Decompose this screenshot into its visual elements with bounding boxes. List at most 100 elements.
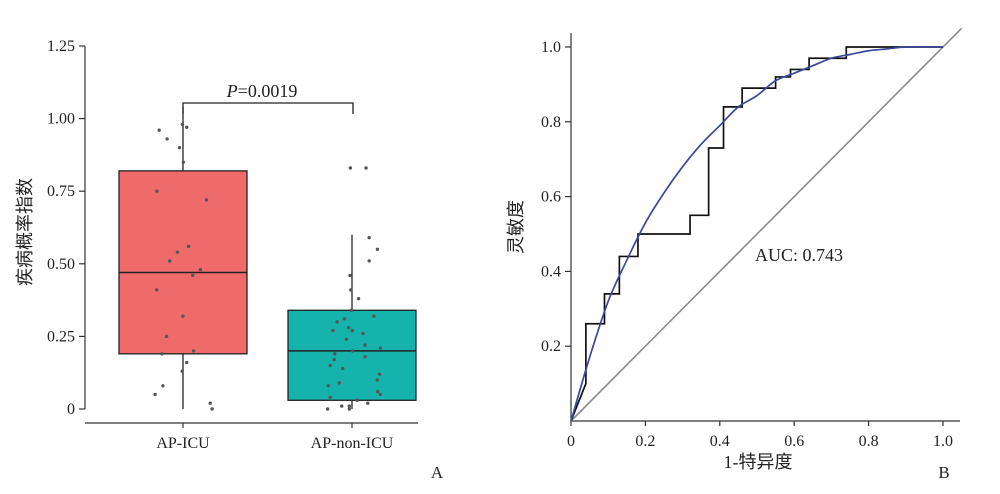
data-point xyxy=(341,366,345,371)
data-point xyxy=(347,404,352,408)
roc-x-tick-label: 0.4 xyxy=(710,433,730,450)
data-point xyxy=(375,378,379,382)
roc-y-tick-label: 0.2 xyxy=(541,338,561,355)
y-tick-label: 0 xyxy=(67,401,75,418)
roc-y-tick-label: 0.8 xyxy=(541,114,561,131)
data-point xyxy=(160,352,164,356)
data-point xyxy=(191,273,195,278)
data-point xyxy=(167,259,172,263)
data-point xyxy=(367,259,371,263)
data-point xyxy=(344,337,349,342)
y-tick-group: 0 0.25 0.50 0.75 1.00 1.25 xyxy=(47,38,85,418)
data-point xyxy=(325,407,330,411)
data-point xyxy=(377,372,382,376)
roc-lines xyxy=(570,27,963,422)
data-point xyxy=(164,334,169,339)
data-point xyxy=(185,360,189,365)
data-point xyxy=(349,308,354,312)
data-point xyxy=(349,288,353,292)
data-point xyxy=(335,320,339,324)
data-point xyxy=(191,349,196,353)
roc-x-tick-label: 1.0 xyxy=(933,433,953,450)
roc-y-axis-label: 灵敏度 xyxy=(506,200,526,254)
empirical-roc-step-line xyxy=(570,46,943,422)
data-point xyxy=(175,250,180,254)
data-point xyxy=(363,355,367,359)
data-point xyxy=(328,395,332,400)
data-point xyxy=(363,343,367,347)
roc-y-tick-label: 0.4 xyxy=(541,263,561,280)
y-tick-label: 0.50 xyxy=(47,256,75,273)
roc-x-tick-group: 0 0.2 0.4 0.6 0.8 1.0 xyxy=(567,421,953,450)
data-point xyxy=(366,401,370,405)
data-point xyxy=(337,381,341,385)
y-tick-label: 1.25 xyxy=(47,38,75,55)
data-point xyxy=(355,398,359,402)
data-point xyxy=(356,296,361,301)
data-point xyxy=(181,160,186,164)
panel-label-b: B xyxy=(938,463,949,482)
data-point xyxy=(346,325,351,330)
data-point xyxy=(364,166,368,170)
data-point xyxy=(186,244,191,249)
data-point xyxy=(326,384,330,388)
roc-panel: 0.2 0.4 0.6 0.8 1.0 0 0.2 0.4 0.6 0.8 1.0 AUC: 0.… xyxy=(506,27,963,482)
roc-y-tick-group: 0.2 0.4 0.6 0.8 1.0 xyxy=(541,39,571,355)
data-point xyxy=(348,166,353,170)
box-plot-panel: 0 0.25 0.50 0.75 1.00 1.25 AP-ICU AP-non-ICU P… xyxy=(15,38,444,482)
box-group xyxy=(118,106,417,409)
fitted-roc-curve xyxy=(570,46,944,422)
data-point xyxy=(378,346,383,350)
roc-x-tick-label: 0.2 xyxy=(635,433,655,450)
data-point xyxy=(361,331,365,336)
data-point xyxy=(350,328,355,333)
y-axis-label: 疾病概率指数 xyxy=(15,178,35,286)
data-point xyxy=(180,369,184,373)
data-point xyxy=(155,288,159,292)
data-point xyxy=(342,317,347,321)
p-value: =0.0019 xyxy=(238,81,298,101)
data-point xyxy=(181,314,185,318)
data-point xyxy=(210,407,214,411)
roc-x-tick-label: 0.8 xyxy=(859,433,879,450)
data-point xyxy=(177,145,182,150)
y-tick-label: 1.00 xyxy=(47,111,75,128)
data-point xyxy=(333,352,337,356)
x-tick-group: AP-ICU AP-non-ICU xyxy=(156,423,394,452)
roc-x-tick-label: 0.6 xyxy=(784,433,804,450)
data-point xyxy=(372,314,376,318)
data-point xyxy=(328,363,332,368)
data-point xyxy=(348,273,352,278)
p-value-label: P=0.0019 xyxy=(226,81,298,101)
y-tick-label: 0.25 xyxy=(47,328,75,345)
data-point xyxy=(204,198,209,202)
x-tick-label: AP-ICU xyxy=(156,435,210,452)
data-point xyxy=(180,122,185,127)
data-point xyxy=(185,125,189,130)
reference-diagonal-line xyxy=(570,27,963,422)
data-point xyxy=(375,247,380,251)
data-point xyxy=(378,392,382,397)
data-point xyxy=(208,401,212,405)
data-point xyxy=(155,189,159,193)
data-point xyxy=(153,392,157,397)
significance-bracket xyxy=(182,102,354,114)
y-tick-label: 0.75 xyxy=(47,183,75,200)
data-point xyxy=(198,267,203,272)
box-body xyxy=(118,170,248,355)
jitter-points xyxy=(153,122,383,411)
data-point xyxy=(367,235,371,240)
roc-y-tick-label: 0.6 xyxy=(541,189,561,206)
x-tick-label: AP-non-ICU xyxy=(311,435,394,452)
data-point xyxy=(350,349,355,353)
data-point xyxy=(347,407,352,411)
data-point xyxy=(165,137,169,141)
data-point xyxy=(331,328,335,333)
data-point xyxy=(161,384,165,388)
roc-x-axis-label: 1-特异度 xyxy=(724,452,793,472)
data-point xyxy=(375,389,380,394)
p-symbol: P xyxy=(226,81,238,101)
auc-label: AUC: 0.743 xyxy=(755,245,843,265)
roc-y-tick-label: 1.0 xyxy=(541,39,561,56)
